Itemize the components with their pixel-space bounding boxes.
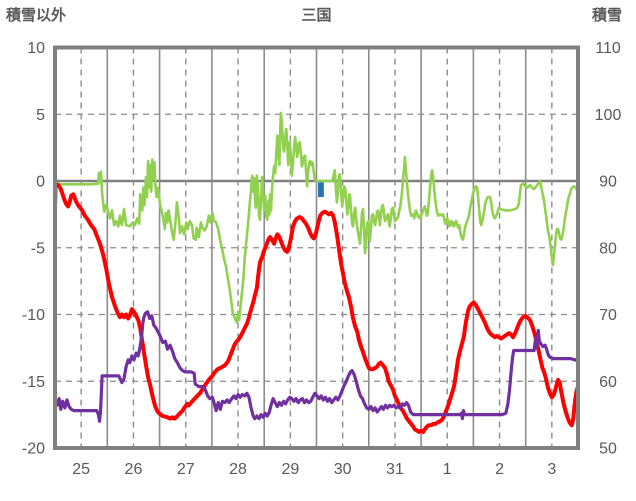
left-axis-tick-label: 0	[36, 174, 45, 191]
left-axis-tick-label: -5	[31, 240, 45, 257]
x-axis-day-label: 2	[495, 461, 504, 478]
left-axis-title: 積雪以外	[6, 7, 67, 24]
left-axis-tick-label: 5	[36, 107, 45, 124]
red-line-series	[55, 181, 578, 434]
right-axis-tick-label: 60	[599, 374, 617, 391]
x-axis-day-label: 29	[281, 461, 299, 478]
x-axis-day-label: 26	[125, 461, 143, 478]
left-axis-tick-label: 10	[27, 40, 45, 57]
x-axis-day-label: 27	[177, 461, 195, 478]
chart-title: 三国	[301, 7, 332, 24]
right-axis-tick-label: 90	[599, 174, 617, 191]
green-line-series	[55, 111, 578, 324]
left-axis-tick-label: -10	[22, 307, 45, 324]
right-axis-tick-label: 100	[595, 107, 622, 124]
right-axis-tick-label: 110	[595, 40, 621, 57]
left-axis-tick-label: -20	[22, 441, 45, 458]
x-axis-day-label: 30	[334, 461, 352, 478]
right-axis-title: 積雪	[591, 7, 622, 24]
right-axis-tick-label: 80	[599, 240, 617, 257]
x-axis-day-label: 25	[72, 461, 90, 478]
purple-line-series	[55, 310, 578, 423]
blue-bar	[318, 182, 324, 198]
right-axis-tick-label: 50	[599, 441, 617, 458]
plot-border	[53, 45, 580, 450]
x-axis-day-label: 28	[229, 461, 247, 478]
left-axis-tick-label: -15	[22, 374, 45, 391]
x-axis-day-label: 3	[547, 461, 556, 478]
plot-clip-group	[55, 47, 578, 448]
x-axis-day-label: 31	[386, 461, 404, 478]
right-axis-tick-label: 70	[599, 307, 617, 324]
x-axis-day-label: 1	[443, 461, 452, 478]
